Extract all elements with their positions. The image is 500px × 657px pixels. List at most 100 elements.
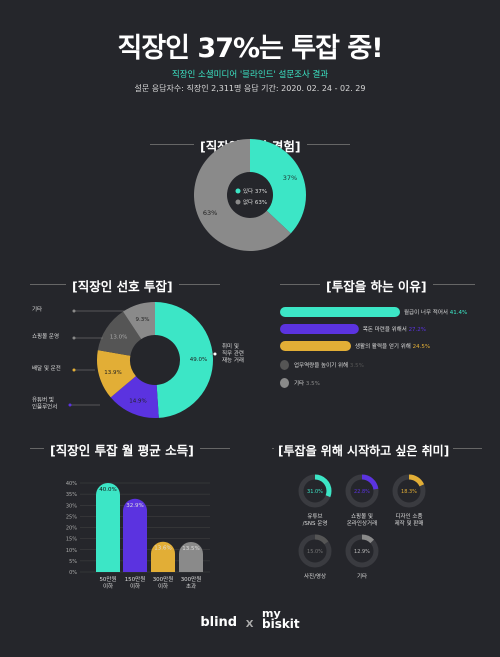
- section-preferred: [직장인 선호 투잡]: [30, 276, 220, 295]
- section-hobbies: [투잡을 위해 시작하고 싶은 취미]: [272, 440, 482, 459]
- y-tick-label: 15%: [66, 537, 77, 543]
- income-category-label: 300만원: [153, 575, 174, 583]
- hobby-category-label: 유튜브: [307, 513, 322, 520]
- hobby-category-label: 제작 및 판매: [395, 519, 424, 527]
- hobby-category-label: 사진/영상: [304, 572, 326, 580]
- brand-x: X: [245, 619, 254, 630]
- hobby-value-label: 31.0%: [307, 489, 323, 495]
- footer-brand: blind X my biskit: [0, 608, 500, 630]
- income-category-label: 300만원: [181, 575, 202, 583]
- reason-value: 24.5%: [413, 344, 430, 350]
- hobby-category-label: /SNS 운영: [303, 519, 328, 527]
- income-category-label: 이하: [158, 582, 168, 590]
- donut2-slice-0: [155, 302, 214, 418]
- preferred-category-label: 기타: [32, 305, 42, 313]
- section-title-preferred: [직장인 선호 투잡]: [66, 276, 179, 295]
- callout-dot: [68, 403, 72, 407]
- preferred-category-label: 재능 거래: [222, 356, 244, 364]
- donut2-slice-3: [97, 311, 142, 356]
- reason-label: 월급이 너무 적어서 41.4%: [404, 308, 467, 316]
- preferred-slice-label: 14.9%: [129, 399, 146, 405]
- hobby-value-label: 15.0%: [307, 549, 323, 555]
- section-title-hobbies: [투잡을 위해 시작하고 싶은 취미]: [274, 442, 454, 459]
- reason-label: 기타 3.5%: [294, 379, 320, 387]
- donut1-slice-0: [250, 139, 306, 234]
- brand-mybiskit: my biskit: [262, 608, 300, 630]
- hobby-category-label: 온라인상거래: [347, 519, 377, 527]
- legend-label: 있다 37%: [243, 187, 267, 195]
- page-subtitle: 직장인 소셜미디어 '블라인드' 설문조사 결과: [171, 70, 329, 80]
- preferred-category-label: 쇼핑몰 운영: [32, 332, 59, 340]
- hobby-category-label: 쇼핑몰 및: [351, 512, 373, 520]
- y-tick-label: 40%: [66, 481, 77, 487]
- preferred-category-label: 배달 및 운전: [32, 364, 61, 372]
- brand-blind: blind: [200, 615, 238, 630]
- reason-bar-0: [280, 307, 400, 317]
- reason-label: 목돈 마련을 위해서 27.2%: [363, 325, 426, 333]
- reason-value: 41.4%: [450, 310, 467, 316]
- income-value-label: 13.5%: [182, 546, 199, 552]
- hobby-value-label: 22.8%: [354, 489, 370, 495]
- section-title-reasons: [투잡을 하는 이유]: [320, 276, 433, 295]
- reason-bar-1: [280, 324, 359, 334]
- callout-dot: [72, 368, 76, 372]
- brand-biskit: biskit: [261, 617, 300, 631]
- income-category-label: 초과: [186, 582, 196, 590]
- section-title-income: [직장인 투잡 월 평균 소득]: [44, 440, 200, 459]
- y-tick-label: 20%: [66, 526, 77, 532]
- section-reasons: [투잡을 하는 이유]: [280, 276, 475, 295]
- reason-value: 3.5%: [306, 381, 320, 387]
- callout-dot: [72, 309, 76, 313]
- income-bar-2: [151, 541, 175, 572]
- hobby-ring-0: [298, 474, 332, 508]
- hobby-value-label: 12.9%: [354, 549, 370, 555]
- callout-dot: [72, 336, 76, 340]
- donut1-slice-1: [194, 139, 291, 251]
- hobby-ring-4: [345, 534, 379, 568]
- income-category-label: 50만원: [99, 575, 116, 583]
- reason-value: 3.5%: [350, 363, 364, 369]
- reason-bar-3: [280, 360, 289, 370]
- reason-label: 업무역량을 높이기 위해 3.5%: [294, 361, 364, 369]
- income-category-label: 이하: [103, 582, 113, 590]
- hobby-ring-3: [298, 534, 332, 568]
- hobby-ring-2: [392, 474, 426, 508]
- y-tick-label: 0%: [69, 570, 77, 576]
- y-tick-label: 10%: [66, 548, 77, 554]
- experience-slice-label: 37%: [283, 174, 297, 182]
- income-value-label: 32.9%: [126, 503, 143, 509]
- preferred-category-label: 직무 관련: [222, 349, 244, 357]
- preferred-category-label: 인플루언서: [32, 403, 57, 411]
- reason-value: 27.2%: [409, 327, 426, 333]
- income-category-label: 150만원: [125, 575, 146, 583]
- callout-dot: [213, 352, 217, 356]
- legend-swatch: [235, 199, 241, 205]
- legend-label: 없다 63%: [243, 198, 267, 206]
- preferred-category-label: 취미 및: [222, 342, 239, 350]
- y-tick-label: 25%: [66, 514, 77, 520]
- preferred-category-label: 유튜버 및: [32, 396, 54, 404]
- preferred-slice-label: 49.0%: [190, 357, 207, 363]
- income-bar-0: [96, 483, 120, 572]
- hobby-category-label: 디자인 소품: [395, 512, 422, 520]
- y-tick-label: 5%: [69, 559, 77, 565]
- income-category-label: 이하: [130, 582, 140, 590]
- survey-meta: 설문 응답자수: 직장인 2,311명 응답 기간: 2020. 02. 24 …: [134, 84, 366, 93]
- preferred-slice-label: 9.3%: [135, 317, 149, 323]
- donut2-slice-2: [96, 350, 136, 398]
- income-bar-1: [123, 498, 147, 572]
- experience-slice-label: 63%: [203, 209, 217, 217]
- brand-my: my: [261, 607, 281, 620]
- legend-swatch: [235, 188, 241, 194]
- income-bar-3: [179, 541, 203, 572]
- hobby-ring-1: [345, 474, 379, 508]
- reason-bar-4: [280, 378, 289, 388]
- section-income: [직장인 투잡 월 평균 소득]: [30, 440, 230, 459]
- reason-label: 생활의 활력을 얻기 위해 24.5%: [355, 342, 430, 350]
- donut2-slice-4: [123, 302, 155, 340]
- hobby-category-label: 기타: [357, 572, 367, 580]
- donut2-slice-1: [110, 376, 159, 419]
- reason-bar-2: [280, 341, 352, 351]
- income-value-label: 13.6%: [154, 546, 171, 552]
